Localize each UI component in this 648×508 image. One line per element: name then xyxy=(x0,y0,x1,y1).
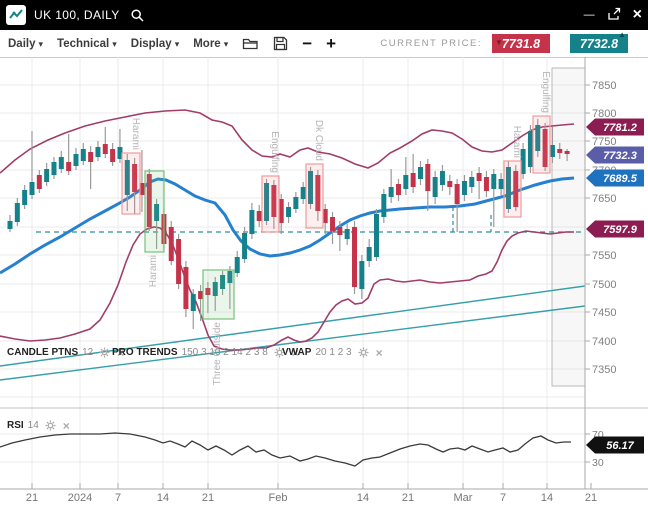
svg-text:7597.9: 7597.9 xyxy=(603,224,638,236)
svg-text:7650: 7650 xyxy=(592,193,616,205)
svg-text:7800: 7800 xyxy=(592,108,616,120)
menu-display[interactable]: Display ▾ xyxy=(130,37,180,50)
svg-text:Feb: Feb xyxy=(269,492,288,504)
window-titlebar: UK 100, DAILY — × xyxy=(0,0,648,30)
save-icon[interactable] xyxy=(273,36,288,51)
chart-toolbar: Daily ▾ Technical ▾ Display ▾ More ▾ − + CUR… xyxy=(0,30,648,58)
svg-text:56.17: 56.17 xyxy=(606,440,634,452)
svg-text:7550: 7550 xyxy=(592,250,616,262)
svg-text:7450: 7450 xyxy=(592,307,616,319)
menu-timeframe[interactable]: Daily ▾ xyxy=(8,37,44,50)
svg-text:14: 14 xyxy=(541,492,553,504)
indicator-rsi: RSI 14 × xyxy=(7,418,70,433)
svg-text:7781.2: 7781.2 xyxy=(603,122,637,134)
gear-icon[interactable] xyxy=(274,347,285,358)
svg-text:21: 21 xyxy=(585,492,597,504)
svg-text:21: 21 xyxy=(202,492,214,504)
svg-text:Harami: Harami xyxy=(130,118,141,150)
svg-text:7750: 7750 xyxy=(592,136,616,148)
menu-technical[interactable]: Technical ▾ xyxy=(57,37,117,50)
svg-text:7500: 7500 xyxy=(592,279,616,291)
chevron-down-icon: ▾ xyxy=(112,38,117,49)
svg-text:Mar: Mar xyxy=(454,492,473,504)
svg-text:Engulfing: Engulfing xyxy=(269,131,280,173)
gear-icon[interactable] xyxy=(45,420,56,431)
menu-more[interactable]: More ▾ xyxy=(193,37,229,50)
svg-text:Three Outside: Three Outside xyxy=(212,322,223,386)
open-folder-icon[interactable] xyxy=(242,36,259,51)
svg-text:21: 21 xyxy=(402,492,414,504)
svg-text:21: 21 xyxy=(26,492,38,504)
zoom-out-button[interactable]: − xyxy=(302,34,313,53)
close-indicator-icon[interactable]: × xyxy=(62,418,70,433)
popout-button[interactable] xyxy=(607,7,621,23)
svg-text:7689.5: 7689.5 xyxy=(603,173,638,185)
gear-icon[interactable] xyxy=(99,347,110,358)
svg-text:7: 7 xyxy=(500,492,506,504)
sell-price-badge[interactable]: ▼ 7731.8 xyxy=(492,34,550,53)
minimize-button[interactable]: — xyxy=(583,8,595,21)
gear-icon[interactable] xyxy=(358,347,369,358)
svg-text:Engulfing: Engulfing xyxy=(540,71,551,113)
svg-text:30: 30 xyxy=(592,457,604,469)
svg-text:Harami: Harami xyxy=(148,255,159,287)
buy-price-badge[interactable]: 7732.8 ▲ xyxy=(570,30,628,53)
chevron-down-icon: ▾ xyxy=(38,38,44,49)
svg-text:70: 70 xyxy=(592,429,604,441)
indicator-vwap: VWAP 20 1 2 3 × xyxy=(282,345,383,360)
search-icon[interactable] xyxy=(130,8,145,23)
indicator-pro-trends: PRO TRENDS 150 3 10 2 14 2 3 8 × xyxy=(112,345,299,360)
zoom-in-button[interactable]: + xyxy=(326,34,337,53)
close-indicator-icon[interactable]: × xyxy=(291,345,299,360)
close-button[interactable]: × xyxy=(632,6,642,23)
svg-text:14: 14 xyxy=(157,492,169,504)
close-indicator-icon[interactable]: × xyxy=(117,345,125,360)
svg-text:Dk Cloud: Dk Cloud xyxy=(313,120,324,161)
chart-app-icon xyxy=(6,5,26,25)
svg-text:7350: 7350 xyxy=(592,364,616,376)
svg-text:7: 7 xyxy=(115,492,121,504)
svg-text:7850: 7850 xyxy=(592,80,616,92)
svg-text:Harami: Harami xyxy=(511,126,522,158)
close-indicator-icon[interactable]: × xyxy=(375,345,383,360)
chevron-down-icon: ▾ xyxy=(174,38,180,49)
svg-text:7400: 7400 xyxy=(592,336,616,348)
arrow-down-icon: ▼ xyxy=(495,38,503,47)
svg-text:14: 14 xyxy=(357,492,369,504)
chevron-down-icon: ▾ xyxy=(223,38,229,49)
window-title: UK 100, DAILY xyxy=(34,8,120,22)
svg-text:7732.3: 7732.3 xyxy=(603,150,637,162)
svg-text:2024: 2024 xyxy=(68,492,92,504)
current-price-label: CURRENT PRICE: xyxy=(380,38,482,49)
arrow-up-icon: ▲ xyxy=(618,30,626,39)
indicator-candle-patterns: CANDLE PTNS 12 × xyxy=(7,345,125,360)
price-chart-canvas[interactable]: Harami Harami Three Outside Engulfing Dk Clo… xyxy=(0,57,648,508)
